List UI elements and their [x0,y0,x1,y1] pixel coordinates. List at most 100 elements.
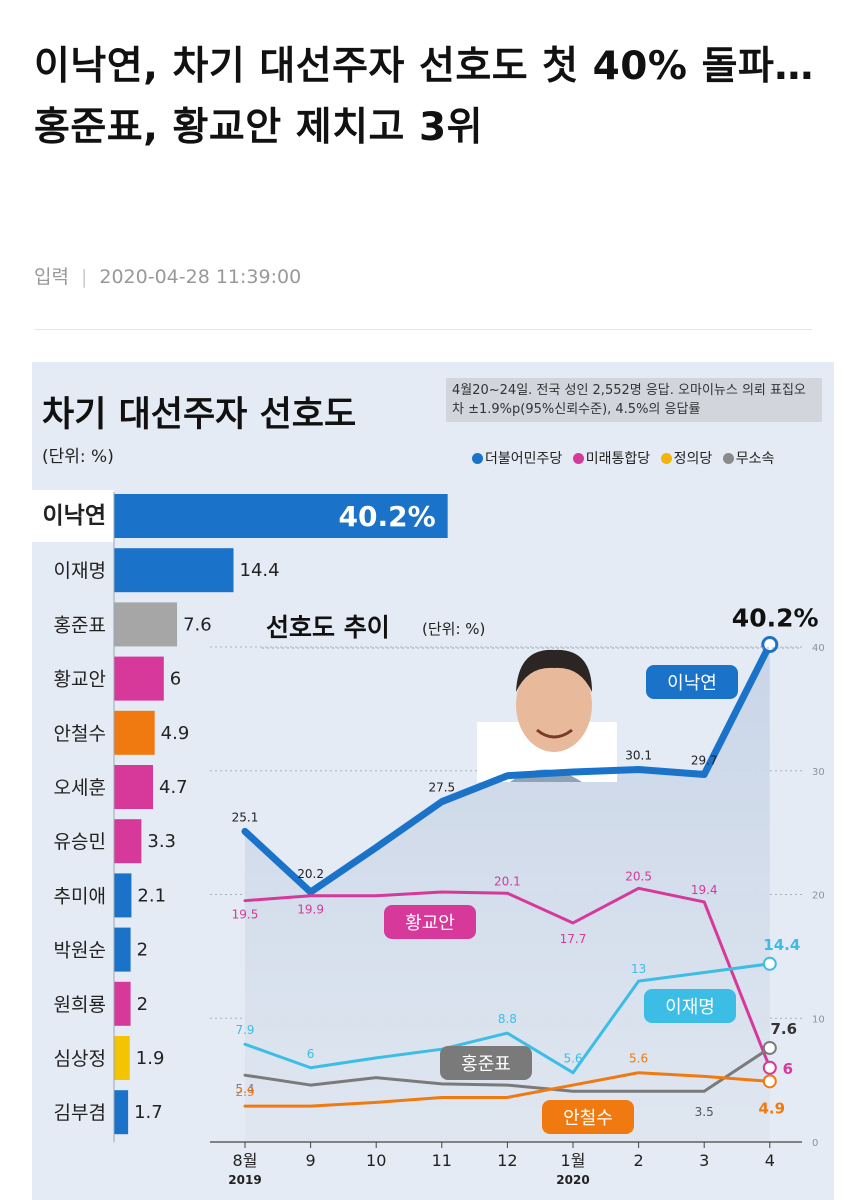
data-label: 20.5 [625,869,652,883]
x-tick-label: 8월 [233,1151,258,1170]
trend-unit: (단위: %) [422,620,485,638]
data-label: 29.7 [691,753,718,767]
bar-row: 원희룡 2 [54,981,148,1026]
series-name-box: 황교안 [384,905,476,939]
series-name-label: 안철수 [563,1108,613,1129]
series-line [243,1071,772,1108]
bar-value-label: 14.4 [240,560,280,581]
legend-label: 미래통합당 [585,451,651,467]
legend-dot-icon [660,453,672,464]
data-label: 7.9 [235,1023,254,1037]
data-label: 5.6 [563,1052,582,1066]
series-line [241,641,774,896]
bar-category-label: 홍준표 [54,614,106,636]
bar-value-label: 40.2% [339,500,436,533]
legend: 더불어민주당 미래통합당 정의당 무소속 [472,448,780,468]
x-tick-label: 12 [497,1151,517,1170]
bar-row: 오세훈 4.7 [54,765,188,809]
series-end-marker [762,956,777,971]
bar [114,710,155,755]
x-tick-label: 11 [432,1151,452,1170]
series-황교안 [243,886,777,1075]
trend-title: 선호도 추이 [266,613,390,642]
bar-value-label: 2.1 [137,885,166,906]
bar-category-label: 오세훈 [54,777,106,799]
portrait-face [516,658,592,752]
divider [34,329,812,330]
bar [114,602,178,647]
bar [114,927,131,972]
legend-dot-icon [472,453,483,464]
portrait-icon [477,649,617,782]
series-end-marker [762,1074,777,1089]
data-label: 7.6 [771,1020,798,1038]
data-label: 19.9 [297,903,324,917]
series-name-bg [384,905,476,939]
data-label: 19.5 [232,908,259,922]
bar-row: 박원순 2 [54,927,148,972]
data-label: 5.4 [235,1082,254,1096]
legend-item: 정의당 [660,448,712,468]
bar-value-label: 1.7 [134,1102,163,1123]
series-line [243,962,772,1075]
series-name-box: 이재명 [644,989,736,1023]
timestamp: 2020-04-28 11:39:00 [99,266,302,288]
bar-category-label: 심상정 [54,1048,106,1070]
bar-row: 심상정 1.9 [54,1036,165,1080]
series-name-bg [542,1100,634,1134]
data-label: 17.7 [560,932,587,946]
series-name-bg [646,665,738,699]
bar-row: 김부겸 1.7 [54,1090,163,1135]
legend-item: 무소속 [722,448,775,468]
bar-category-label: 이재명 [54,560,106,582]
data-label: 14.4 [763,936,800,954]
bar [114,765,154,809]
portrait-smile [536,728,573,739]
series-안철수 [243,1071,777,1108]
bar-category-label: 황교안 [54,669,106,691]
bar [114,656,164,701]
x-tick-sublabel: 2019 [228,1173,261,1187]
bar-category-label: 이낙연 [43,503,106,529]
bar [114,873,132,918]
y-tick-label: 40 [812,643,825,654]
bar [114,1090,129,1135]
bar-row: 안철수 4.9 [54,710,190,755]
data-label: 2.9 [235,1085,254,1099]
legend-label: 무소속 [735,451,775,467]
legend-dot-icon [722,453,734,464]
series-name-bg [644,989,736,1023]
data-label: 40.2% [732,604,819,633]
legend-item: 더불어민주당 [472,448,562,468]
bar-value-label: 2 [137,940,148,961]
series-end-marker [762,1040,777,1055]
bar [114,819,142,864]
legend-label: 더불어민주당 [485,451,563,467]
bar [114,548,234,593]
data-label: 8.8 [498,1012,517,1026]
bar [114,1036,130,1080]
x-tick-label: 4 [765,1151,775,1170]
series-이재명 [243,956,777,1075]
bar-value-label: 4.9 [161,723,190,744]
data-label: 20.1 [494,874,521,888]
series-name-box: 안철수 [542,1100,634,1134]
headline: 이낙연, 차기 대선주자 선호도 첫 40% 돌파…홍준표, 황교안 제치고 3… [34,44,814,150]
series-line [243,1046,772,1093]
data-label: 6 [307,1047,315,1061]
series-name-label: 황교안 [405,913,455,934]
bar-row: 황교안 6 [54,656,181,701]
bar-value-label: 1.9 [136,1048,165,1069]
series-name-bg [440,1046,532,1080]
graphic-unit: (단위: %) [42,447,114,467]
bar-row: 이낙연 40.2% [32,490,448,542]
x-tick-label: 10 [366,1151,386,1170]
data-label: 13 [631,962,646,976]
bar-value-label: 3.3 [147,831,176,852]
series-name-box: 홍준표 [440,1046,532,1080]
bar [114,494,448,538]
bar-row: 이재명 14.4 [54,548,280,593]
meta-label: 입력 [34,266,69,288]
data-label: 5.6 [629,1052,648,1066]
data-label: 27.5 [428,781,455,795]
